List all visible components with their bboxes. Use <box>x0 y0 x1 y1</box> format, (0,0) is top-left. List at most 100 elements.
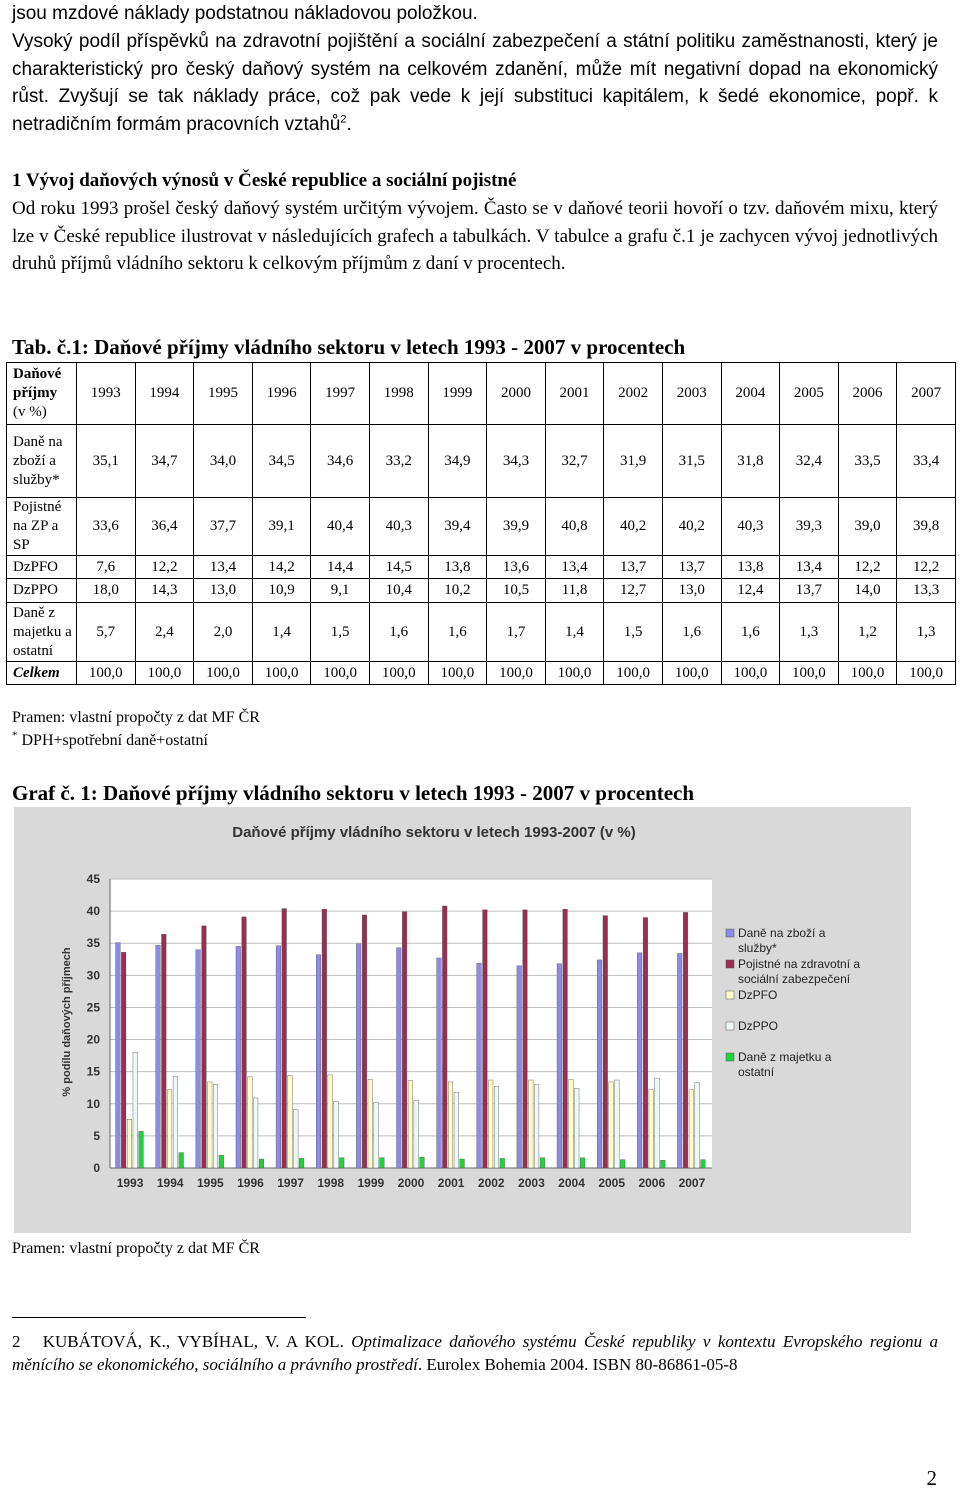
legend-swatch <box>725 928 735 938</box>
table-cell: 13,7 <box>779 578 839 603</box>
bar <box>356 943 362 1169</box>
bar <box>333 1101 339 1169</box>
bar <box>293 1109 299 1169</box>
table-cell: 13,0 <box>193 578 253 603</box>
table-row: DzPFO 7,6 12,2 13,4 14,2 14,4 14,5 13,8 13,6 13,4… <box>6 555 956 579</box>
legend-label: Daně z majetku a ostatní <box>738 1050 832 1079</box>
bar <box>534 1084 540 1169</box>
year-header: 1998 <box>368 362 429 425</box>
bar <box>299 1158 305 1169</box>
x-tick-label: 1998 <box>317 1176 344 1190</box>
table-cell: 1,6 <box>720 602 781 662</box>
bar <box>281 908 287 1169</box>
bar <box>493 1086 499 1169</box>
footnote-ref[interactable]: 2 <box>340 113 347 126</box>
section-heading: 1 Vývoj daňových výnosů v České republic… <box>12 170 517 191</box>
table-cell: 100,0 <box>603 661 663 685</box>
x-tick-label: 1993 <box>117 1176 144 1190</box>
table-cell: 100,0 <box>368 661 429 685</box>
year-header: 1993 <box>76 362 136 425</box>
bar <box>132 1052 138 1169</box>
y-tick-label: 20 <box>87 1033 101 1047</box>
table-cell: 37,7 <box>193 497 253 556</box>
bar <box>253 1097 259 1169</box>
table-header-row: Daňové příjmy (v %) 1993 1994 1995 1996 1997 19… <box>6 362 956 425</box>
table-cell: 1,7 <box>486 602 546 662</box>
header-label: Daňové příjmy (v %) <box>6 362 77 425</box>
legend-swatch <box>725 1021 735 1031</box>
year-header: 2003 <box>661 362 722 425</box>
table-cell: 32,4 <box>779 424 839 498</box>
bar <box>321 908 327 1169</box>
table-cell: 10,9 <box>251 578 312 603</box>
table-cell: 100,0 <box>193 661 253 685</box>
bar <box>213 1084 219 1169</box>
footnote: 2 KUBÁTOVÁ, K., VYBÍHAL, V. A KOL. Optim… <box>12 1332 939 1374</box>
bar <box>316 954 322 1169</box>
table-cell: 12,4 <box>720 578 781 603</box>
legend-swatch <box>725 990 735 1000</box>
table-cell: 13,7 <box>603 555 663 579</box>
year-header: 1997 <box>310 362 370 425</box>
bar <box>126 1118 132 1169</box>
table-cell: 100,0 <box>251 661 312 685</box>
table-cell: 100,0 <box>310 661 370 685</box>
table-cell: 1,3 <box>896 602 956 662</box>
table-cell: 33,4 <box>896 424 956 498</box>
table-cell: 1,4 <box>544 602 605 662</box>
y-tick-label: 5 <box>93 1129 100 1143</box>
y-tick-label: 45 <box>87 872 101 886</box>
bar <box>688 1089 694 1169</box>
year-header: 2001 <box>544 362 605 425</box>
row-label: Pojistné na ZP a SP <box>6 497 77 556</box>
graph-title: Graf č. 1: Daňové příjmy vládního sektor… <box>12 781 695 805</box>
bar <box>574 1088 580 1169</box>
x-tick-label: 2001 <box>438 1176 465 1190</box>
bar <box>442 905 448 1169</box>
table-cell: 1,6 <box>661 602 722 662</box>
table-cell: 34,0 <box>193 424 253 498</box>
x-tick-label: 2006 <box>638 1176 665 1190</box>
table-cell: 33,6 <box>76 497 136 556</box>
table-cell: 35,1 <box>76 424 136 498</box>
bar <box>476 962 482 1169</box>
table-cell: 100,0 <box>837 661 898 685</box>
bar <box>339 1157 345 1169</box>
table-cell: 12,2 <box>837 555 898 579</box>
table-cell: 2,4 <box>134 602 195 662</box>
table-cell: 1,4 <box>251 602 312 662</box>
table-cell: 100,0 <box>720 661 781 685</box>
row-label: Daně z majetku a ostatní <box>6 602 77 662</box>
table-cell: 13,4 <box>544 555 605 579</box>
bar <box>367 1079 373 1169</box>
bar <box>258 1158 264 1169</box>
table-cell: 39,0 <box>837 497 898 556</box>
table-row: Pojistné na ZP a SP 33,6 36,4 37,7 39,1 40,4 4… <box>6 497 956 556</box>
bar <box>614 1079 620 1169</box>
table-cell: 13,4 <box>193 555 253 579</box>
table-cell: 36,4 <box>134 497 195 556</box>
bar <box>115 942 121 1169</box>
bar <box>620 1159 626 1169</box>
bar <box>155 944 161 1169</box>
bar <box>562 908 568 1169</box>
x-tick-label: 2005 <box>598 1176 625 1190</box>
table-cell: 9,1 <box>310 578 370 603</box>
bar <box>683 912 689 1169</box>
table-cell: 31,9 <box>603 424 663 498</box>
table-cell: 34,9 <box>427 424 488 498</box>
page-number: 2 <box>926 1466 938 1490</box>
x-tick-label: 1995 <box>197 1176 224 1190</box>
legend-label: DzPPO <box>738 1019 778 1033</box>
table-cell: 7,6 <box>76 555 136 579</box>
bar <box>516 965 522 1169</box>
table-cell: 1,5 <box>603 602 663 662</box>
table-cell: 33,2 <box>368 424 429 498</box>
bar <box>654 1077 660 1169</box>
bar <box>235 946 241 1169</box>
bar <box>694 1082 700 1169</box>
x-tick-label: 2002 <box>478 1176 505 1190</box>
row-label: Celkem <box>6 661 77 685</box>
bar <box>396 947 402 1169</box>
table-cell: 10,5 <box>486 578 546 603</box>
